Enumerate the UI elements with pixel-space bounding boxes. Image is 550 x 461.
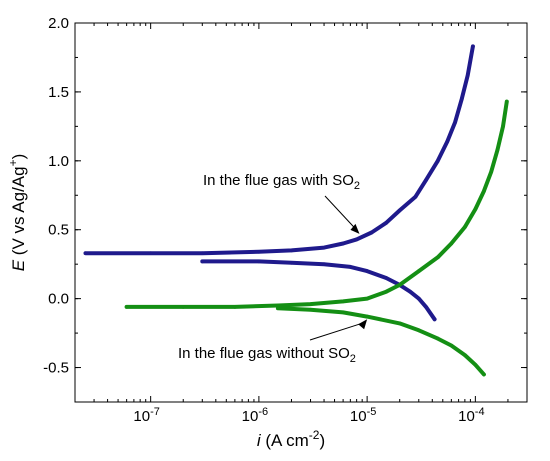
data-point	[424, 305, 428, 309]
annotation-layer: In the flue gas with SO2 In the flue gas …	[178, 172, 368, 365]
data-point	[322, 262, 326, 266]
data-point	[365, 296, 369, 301]
data-point	[397, 208, 402, 213]
annotation-arrowhead-with-so2	[350, 223, 360, 234]
data-point	[432, 317, 437, 322]
data-point	[413, 194, 418, 199]
data-point	[482, 189, 486, 193]
annotation-without-so2: In the flue gas without SO2	[178, 345, 356, 365]
y-tick-label: 1.5	[48, 84, 69, 101]
x-axis-label: i (A cm-2)	[257, 428, 325, 450]
data-point	[453, 120, 457, 125]
y-tick-label: 1.0	[48, 153, 69, 170]
x-tick-label: 10-7	[133, 406, 159, 425]
data-point	[308, 302, 313, 306]
data-point	[257, 249, 261, 254]
data-point	[416, 328, 421, 333]
data-point	[465, 73, 470, 78]
annotation-arrow-without-so2	[309, 321, 366, 341]
data-point	[289, 261, 294, 265]
data-point	[348, 265, 353, 269]
data-point	[424, 178, 428, 182]
series-line-0	[83, 44, 475, 256]
data-point	[397, 283, 402, 287]
annotation-arrow-with-so2	[324, 195, 357, 231]
data-point	[495, 147, 500, 152]
data-point	[436, 336, 440, 341]
data-point	[369, 230, 374, 235]
data-point	[148, 251, 153, 255]
data-point	[504, 99, 509, 104]
y-tick-label: 2.0	[48, 15, 69, 32]
data-point	[365, 269, 369, 273]
data-point	[473, 362, 478, 367]
data-point	[124, 305, 129, 309]
data-point	[436, 159, 440, 163]
ticks-layer: 10-7 10-6 10-5 10-4 -0.5 0.0 0.5 1.0 1.5 2.0	[43, 15, 527, 425]
data-point	[449, 343, 454, 348]
data-point	[308, 307, 313, 312]
data-point	[341, 299, 345, 304]
data-point	[289, 248, 294, 253]
data-point	[482, 372, 486, 377]
data-point	[341, 310, 345, 315]
data-point	[354, 237, 359, 242]
annotation-arrowhead-without-so2	[358, 319, 368, 330]
y-tick-label: 0.0	[48, 291, 69, 308]
data-point	[83, 251, 88, 255]
plot-border	[74, 22, 528, 403]
data-point	[276, 306, 280, 311]
data-point	[460, 97, 464, 101]
series-layer	[83, 44, 509, 377]
data-point	[341, 241, 345, 246]
data-point	[200, 251, 205, 255]
annotation-with-so2: In the flue gas with SO2	[203, 172, 360, 192]
y-tick-label: -0.5	[43, 360, 69, 377]
data-point	[501, 124, 505, 129]
data-point	[449, 241, 454, 246]
data-point	[384, 276, 388, 280]
data-point	[408, 289, 412, 294]
x-tick-label: 10-4	[458, 406, 484, 425]
data-point	[416, 269, 421, 273]
series-line-3	[275, 306, 486, 377]
y-tick-label: 0.5	[48, 222, 69, 239]
data-point	[181, 305, 186, 309]
data-point	[489, 170, 493, 174]
data-point	[471, 44, 475, 49]
axis-labels: i (A cm-2) E (V vs Ag/Ag+)	[6, 154, 325, 450]
data-point	[233, 305, 237, 309]
data-point	[384, 289, 388, 294]
series-line-1	[200, 259, 437, 322]
data-point	[416, 296, 421, 301]
data-point	[463, 353, 467, 357]
data-point	[397, 321, 402, 326]
plot-frame	[74, 22, 528, 403]
y-axis-label: E (V vs Ag/Ag+)	[6, 154, 28, 272]
data-point	[473, 207, 478, 211]
data-point	[200, 259, 205, 264]
data-point	[365, 314, 369, 319]
data-point	[322, 245, 326, 250]
data-point	[436, 255, 440, 260]
x-tick-label: 10-6	[242, 406, 268, 425]
data-point	[463, 225, 467, 229]
data-point	[257, 259, 261, 264]
data-point	[445, 139, 450, 144]
data-point	[384, 221, 388, 225]
x-tick-label: 10-5	[350, 406, 376, 425]
